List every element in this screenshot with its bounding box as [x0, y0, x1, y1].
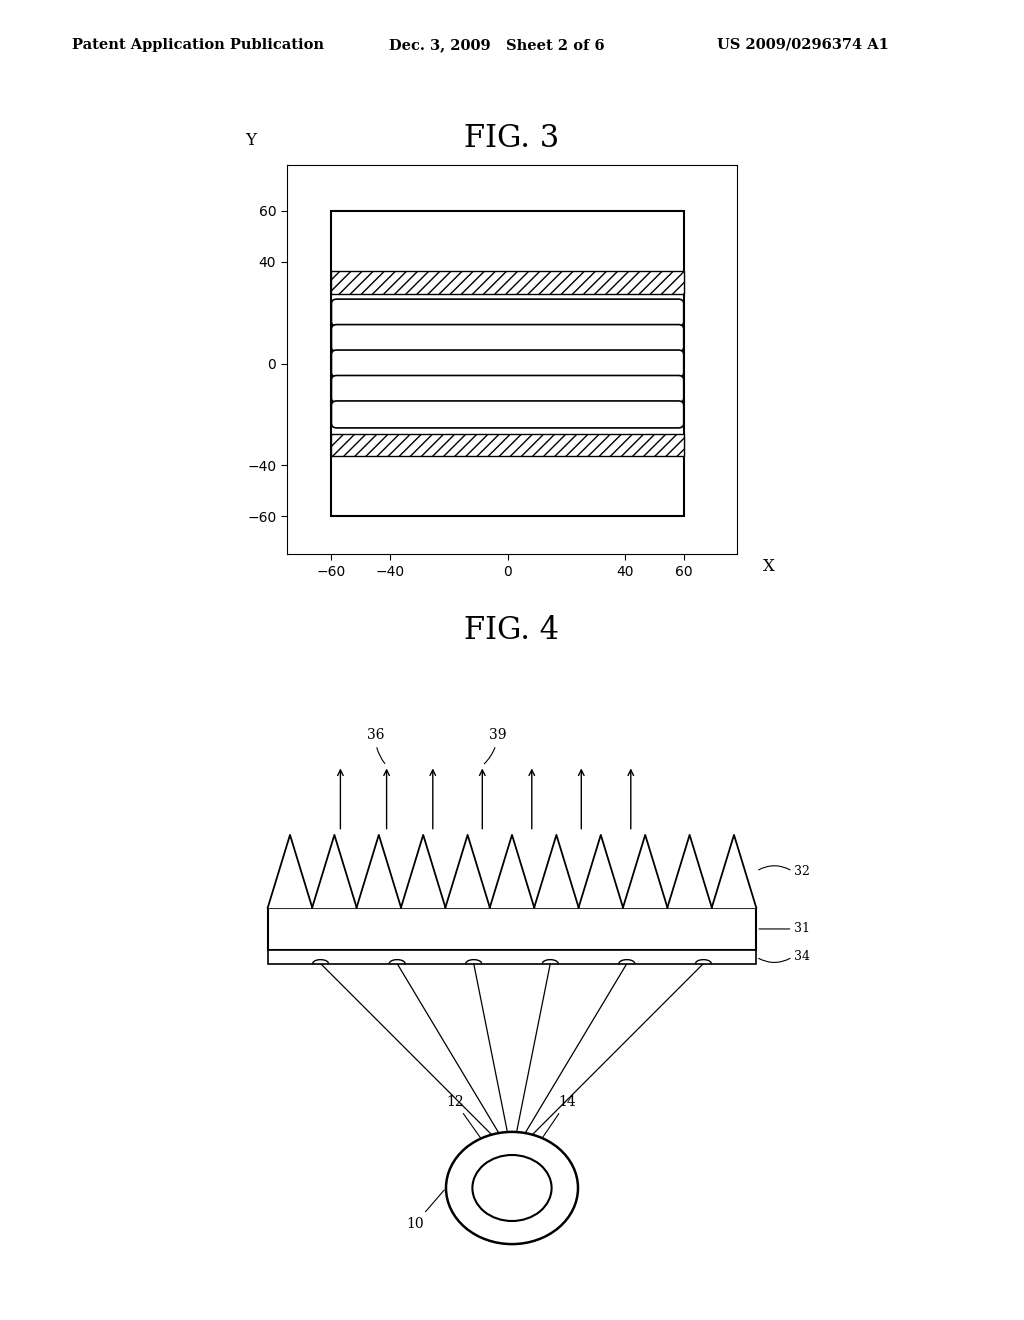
FancyBboxPatch shape: [332, 300, 684, 326]
Text: Patent Application Publication: Patent Application Publication: [72, 38, 324, 51]
Polygon shape: [712, 836, 756, 908]
FancyBboxPatch shape: [332, 325, 684, 351]
Polygon shape: [489, 836, 535, 908]
Polygon shape: [668, 836, 712, 908]
Bar: [268, 950, 756, 964]
Bar: [331, 271, 684, 293]
Ellipse shape: [472, 1155, 552, 1221]
Ellipse shape: [446, 1131, 578, 1243]
Text: 31: 31: [795, 923, 810, 936]
Polygon shape: [312, 836, 356, 908]
Text: 10: 10: [407, 1191, 444, 1230]
Polygon shape: [623, 836, 668, 908]
Polygon shape: [445, 836, 489, 908]
Text: Y: Y: [245, 132, 256, 149]
Bar: [268, 908, 756, 950]
Polygon shape: [535, 836, 579, 908]
FancyBboxPatch shape: [332, 401, 684, 428]
Text: X: X: [763, 558, 775, 576]
Bar: [331, 433, 684, 457]
Polygon shape: [401, 836, 445, 908]
Polygon shape: [356, 836, 401, 908]
Text: FIG. 4: FIG. 4: [465, 615, 559, 647]
Text: 36: 36: [367, 729, 385, 763]
Text: 32: 32: [795, 865, 810, 878]
FancyBboxPatch shape: [332, 375, 684, 403]
Bar: [331, 211, 684, 516]
Text: 39: 39: [484, 729, 507, 764]
Polygon shape: [268, 836, 312, 908]
Text: US 2009/0296374 A1: US 2009/0296374 A1: [717, 38, 889, 51]
Text: 14: 14: [530, 1094, 575, 1156]
Polygon shape: [579, 836, 623, 908]
Text: 12: 12: [446, 1094, 487, 1147]
Text: Dec. 3, 2009   Sheet 2 of 6: Dec. 3, 2009 Sheet 2 of 6: [389, 38, 605, 51]
Text: 34: 34: [795, 950, 810, 964]
Text: FIG. 3: FIG. 3: [464, 123, 560, 154]
FancyBboxPatch shape: [332, 350, 684, 378]
